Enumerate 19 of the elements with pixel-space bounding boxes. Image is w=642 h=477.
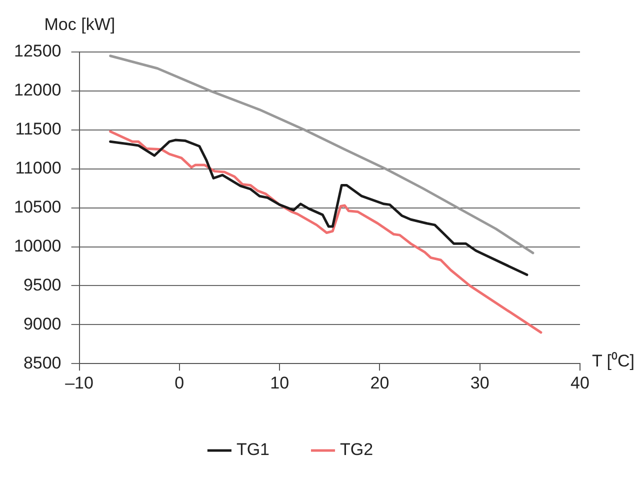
y-tick-label: 10000 — [14, 236, 62, 256]
y-tick-label: 8500 — [23, 353, 62, 372]
y-axis-title: Moc [kW] — [44, 15, 116, 34]
x-tick-label: 0 — [174, 373, 184, 392]
y-tick-label: 9500 — [23, 275, 62, 294]
legend-label: TG1 — [236, 440, 270, 460]
y-tick-label: 9000 — [23, 314, 62, 334]
x-axis-title: T [⁰C] — [592, 351, 635, 370]
x-tick-label: 20 — [370, 373, 390, 392]
y-tick-label: 12500 — [14, 42, 62, 61]
y-tick-label: 12000 — [14, 80, 62, 100]
legend-label: TG2 — [340, 440, 374, 460]
y-tick-label: 10500 — [14, 197, 62, 216]
x-tick-label: 40 — [570, 373, 590, 392]
x-tick-label: 30 — [470, 373, 490, 392]
x-tick-label: 10 — [270, 373, 290, 392]
y-tick-label: 11500 — [15, 120, 62, 139]
y-tick-label: 11000 — [15, 158, 62, 178]
x-tick-label: –10 — [65, 373, 94, 392]
